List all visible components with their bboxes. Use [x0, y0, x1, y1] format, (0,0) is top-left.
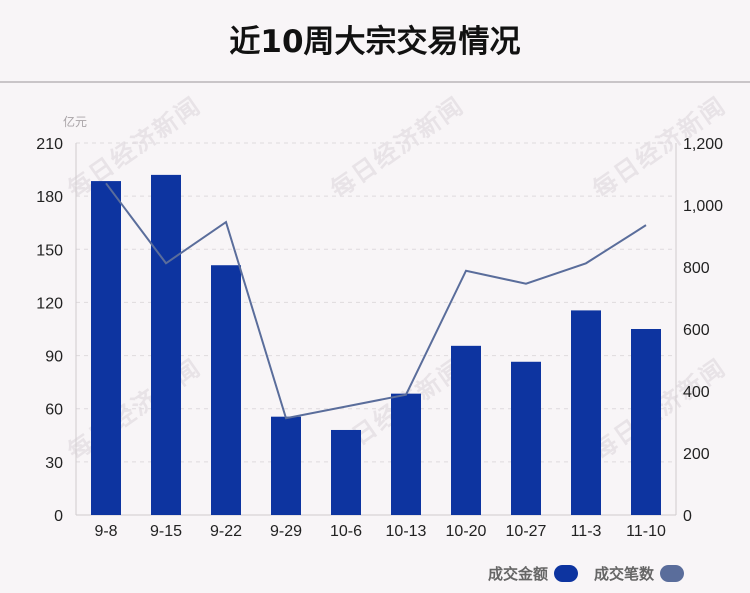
y-right-tick-label: 0	[683, 508, 692, 525]
y-left-tick-label: 210	[36, 136, 63, 153]
legend-label-amount: 成交金额	[487, 565, 548, 583]
y-left-tick-label: 60	[45, 402, 63, 419]
y-right-tick-label: 800	[683, 260, 710, 277]
x-tick-label: 10-6	[330, 523, 362, 540]
bar-9-29	[271, 416, 301, 515]
y-left-tick-label: 150	[36, 242, 63, 259]
y-right-tick-label: 400	[683, 384, 710, 401]
bar-9-15	[151, 174, 181, 515]
x-tick-label: 10-27	[506, 523, 547, 540]
bar-11-10	[631, 329, 661, 515]
chart-title: 近10周大宗交易情况	[229, 24, 521, 60]
bar-10-6	[331, 429, 361, 515]
y-left-tick-label: 180	[36, 189, 63, 206]
x-tick-label: 9-29	[270, 523, 302, 540]
legend-item-amount: 成交金额	[488, 563, 578, 584]
x-tick-label: 10-13	[386, 523, 427, 540]
x-tick-label: 11-3	[571, 523, 602, 540]
trade-count-line	[105, 182, 647, 420]
legend-swatch-count	[660, 565, 684, 582]
y-left-tick-label: 90	[45, 349, 63, 366]
y-left-tick-label: 30	[45, 455, 63, 472]
y-left-tick-label: 120	[36, 295, 63, 312]
x-tick-label: 10-20	[446, 523, 487, 540]
y-right-tick-label: 600	[683, 322, 710, 339]
title-divider	[0, 81, 750, 83]
bar-10-27	[511, 361, 541, 515]
legend-label-count: 成交笔数	[593, 565, 654, 583]
y-right-tick-label: 200	[683, 446, 710, 463]
bar-11-3	[571, 310, 601, 515]
legend-swatch-amount	[553, 565, 578, 582]
x-tick-label: 9-15	[150, 523, 182, 540]
x-tick-label: 11-10	[626, 523, 666, 540]
bar-10-13	[391, 393, 421, 515]
y-right-tick-label: 1,200	[683, 136, 723, 153]
bar-9-22	[211, 265, 241, 515]
x-tick-label: 9-8	[94, 523, 117, 540]
y-right-tick-label: 1,000	[683, 198, 723, 215]
y-left-unit-label: 亿元	[63, 114, 87, 129]
bar-9-8	[91, 181, 121, 516]
chart-legend: 成交金额 成交笔数	[472, 563, 684, 584]
legend-item-count: 成交笔数	[594, 563, 684, 584]
bar-10-20	[451, 345, 481, 515]
y-left-tick-label: 0	[54, 508, 63, 525]
x-tick-label: 9-22	[210, 523, 242, 540]
